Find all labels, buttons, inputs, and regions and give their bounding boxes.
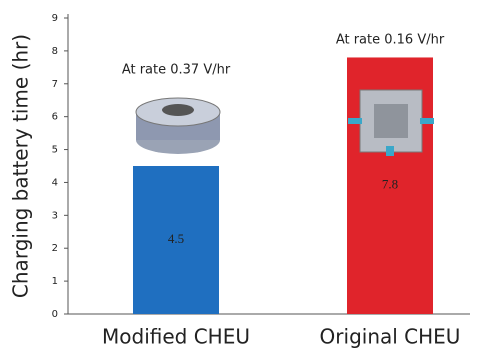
value-label: 4.5 [168,231,184,246]
x-tick-label: Modified CHEU [102,325,250,349]
y-tick-label: 9 [52,13,58,24]
y-tick-label: 5 [52,145,58,156]
y-axis-label: Charging battery time (hr) [9,34,33,298]
y-tick-label: 2 [52,243,58,254]
value-label: 7.8 [382,177,398,192]
annotation: At rate 0.16 V/hr [336,33,445,48]
original-device-image [348,89,434,156]
bar [133,166,219,314]
y-tick-label: 1 [52,276,58,287]
y-tick-label: 3 [52,210,58,221]
annotation: At rate 0.37 V/hr [122,63,231,78]
x-tick-label: Original CHEU [320,325,461,349]
modified-device-image [135,97,221,154]
y-tick-label: 8 [52,46,58,57]
y-tick-label: 6 [52,112,58,123]
y-tick-label: 7 [52,79,58,90]
y-tick-label: 4 [52,177,58,188]
y-tick-label: 0 [52,309,58,320]
